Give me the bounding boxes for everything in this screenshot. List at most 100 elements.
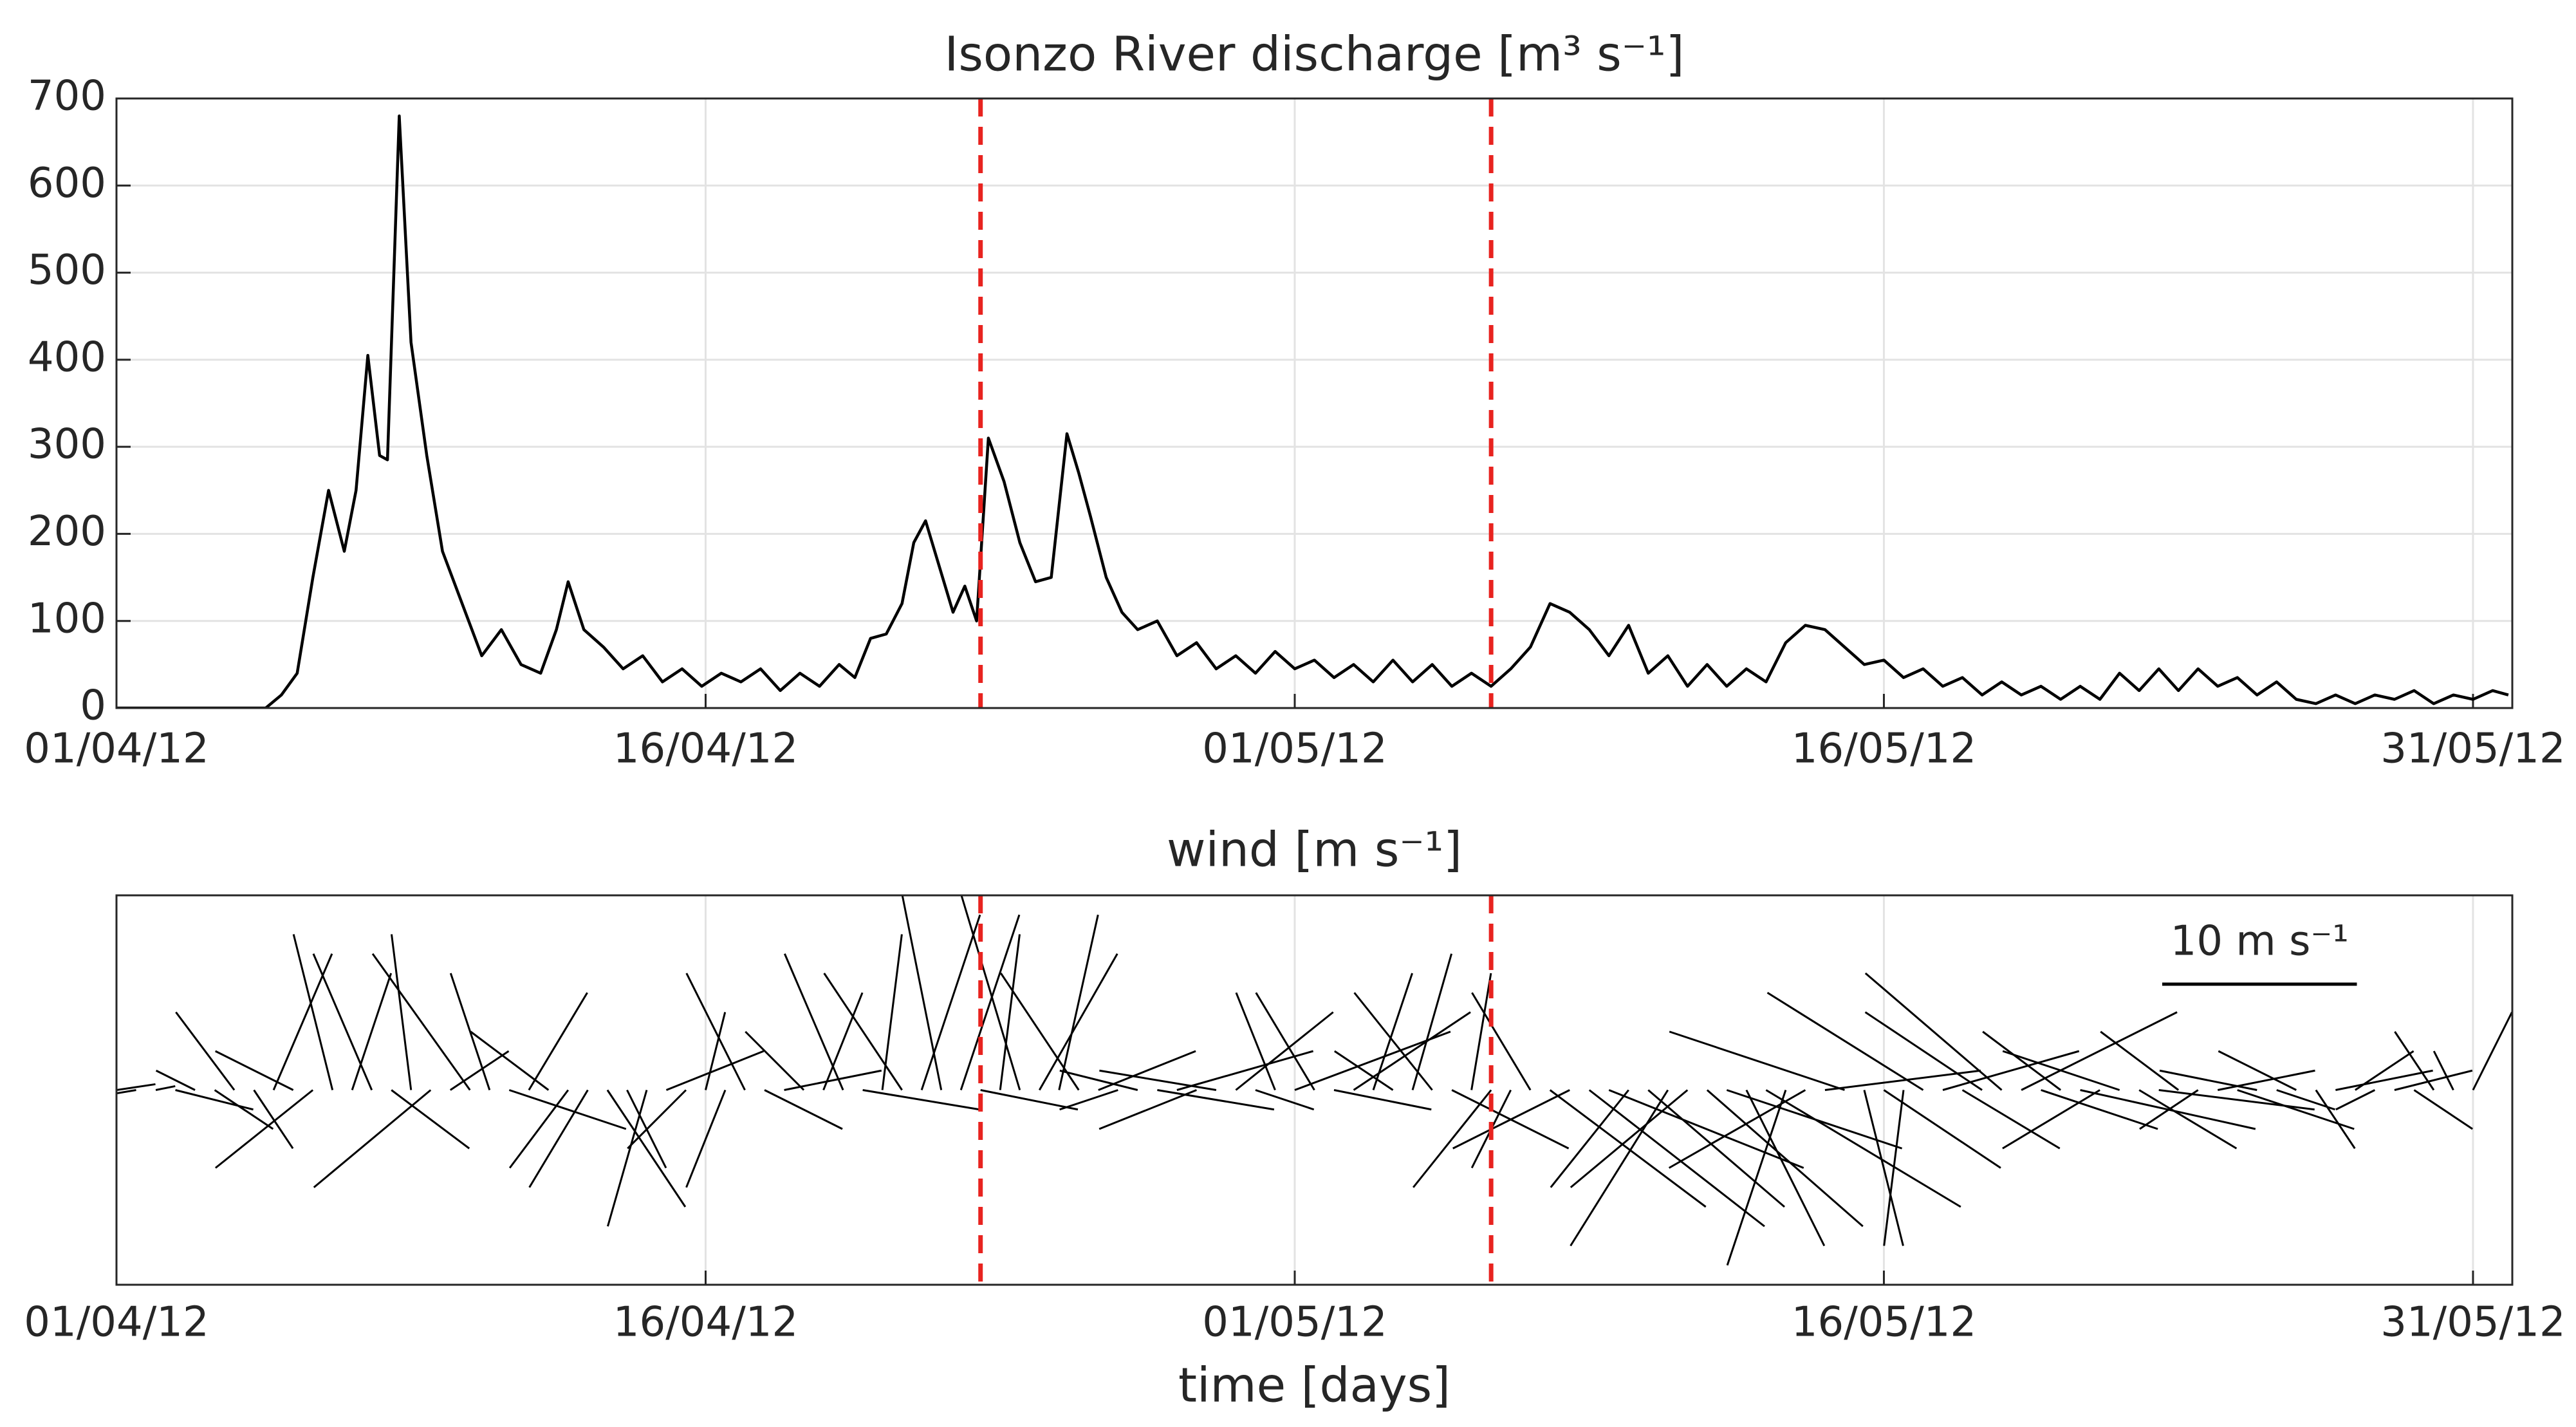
wind-stick (2100, 1031, 2180, 1091)
wind-stick (351, 973, 393, 1090)
wind-stick (2394, 1069, 2473, 1091)
wind-stick (1883, 1090, 1905, 1246)
wind-stick (1766, 991, 1924, 1091)
wind-stick (1412, 1089, 1492, 1188)
x-axis-label: time [days] (1178, 1358, 1450, 1413)
wind-stick (371, 953, 471, 1091)
wind-stick (1647, 1089, 1786, 1208)
wind-stick (665, 1050, 764, 1091)
x-tick-label: 16/04/12 (613, 1299, 798, 1347)
wind-stick (2159, 1069, 2257, 1091)
wind-stick (312, 953, 373, 1091)
panel-title: wind [m s⁻¹] (1167, 823, 1462, 878)
wind-stick (1235, 1011, 1334, 1091)
wind-stick (999, 934, 1021, 1090)
sticks (116, 895, 2512, 1266)
wind-stick (1235, 992, 1276, 1091)
wind-stick (2041, 1089, 2158, 1130)
wind-stick (1942, 1050, 2080, 1091)
y-tick-label: 500 (28, 247, 106, 294)
y-tick-label: 0 (80, 682, 106, 730)
wind-stick (2432, 1050, 2454, 1091)
wind-stick (1550, 1089, 1629, 1188)
wind-stick (214, 1050, 294, 1091)
wind-stick (764, 1089, 843, 1130)
wind-stick (2315, 1089, 2356, 1150)
wind-stick (155, 1069, 196, 1091)
wind-stick (2002, 1050, 2120, 1091)
wind-stick (292, 934, 334, 1090)
wind-stick (980, 1089, 1079, 1111)
wind-stick (1824, 1069, 1981, 1091)
wind-stick (705, 1012, 727, 1090)
panel: Isonzo River discharge [m³ s⁻¹] 01/04/12 1… (24, 27, 2565, 773)
x-tick-label: 16/04/12 (613, 725, 798, 773)
wind-stick (1333, 1050, 1394, 1091)
wind-stick (2472, 1011, 2512, 1091)
wind-stick (1570, 1089, 1669, 1247)
wind-stick (1099, 1069, 1217, 1091)
wind-stick (528, 992, 588, 1091)
wind-stick (2138, 1089, 2238, 1150)
x-tick-label: 01/04/12 (24, 1299, 208, 1347)
wind-stick (1706, 1089, 1864, 1227)
x-tick-label: 31/05/12 (2380, 725, 2565, 773)
wind-stick (2335, 1089, 2376, 1111)
wind-stick (1294, 1031, 1451, 1091)
wind-stick (1883, 1089, 2001, 1169)
wind-stick (823, 973, 903, 1091)
y-tick-label: 700 (28, 73, 106, 120)
wind-stick (508, 1089, 627, 1130)
y-tick-label: 400 (28, 333, 106, 381)
wind-stick (1864, 1011, 1983, 1091)
wind-stick (1176, 1050, 1314, 1091)
wind-stick (391, 934, 412, 1090)
wind-stick (214, 1089, 314, 1169)
wind-stick (959, 914, 1021, 1090)
wind-stick (1058, 914, 1099, 1090)
wind-stick (2002, 1089, 2100, 1150)
wind-stick (1000, 973, 1080, 1091)
wind-stick (1255, 1089, 1315, 1111)
wind-stick (960, 895, 1021, 1090)
wind-stick (685, 1089, 727, 1188)
wind-stick (449, 1050, 510, 1091)
wind-stick (745, 1031, 805, 1091)
wind-stick (2335, 1069, 2433, 1091)
axes-frame (115, 97, 2514, 709)
x-tick-label: 01/05/12 (1202, 1299, 1387, 1347)
wind-stick (822, 992, 864, 1091)
wind-stick (1864, 972, 2003, 1091)
wind-stick (1059, 1069, 1138, 1091)
wind-stick (627, 1089, 687, 1150)
panel: wind [m s⁻¹] 01/04/12 16/04/12 01/05/12 16/0… (24, 823, 2565, 1413)
wind-stick (528, 1089, 589, 1188)
wind-stick (313, 1089, 432, 1188)
wind-stick (783, 953, 844, 1091)
x-tick-label: 16/05/12 (1792, 1299, 1976, 1347)
wind-stick (607, 1090, 648, 1227)
wind-stick (1038, 953, 1118, 1091)
wind-stick (2237, 1089, 2355, 1130)
wind-stick (2355, 1050, 2414, 1091)
wind-stick (1411, 953, 1453, 1090)
wind-stick (1333, 1089, 1432, 1111)
y-tick-label: 300 (28, 421, 106, 469)
x-tick-label: 01/05/12 (1202, 725, 1387, 773)
wind-stick (862, 1089, 980, 1111)
wind-stick (1157, 1089, 1275, 1111)
wind-stick (1608, 1089, 1804, 1169)
wind-stick (1669, 1031, 1845, 1091)
wind-stick (2218, 1050, 2297, 1091)
wind-stick (1668, 1089, 1806, 1169)
wind-stick (155, 1085, 176, 1091)
wind-stick (1353, 992, 1433, 1091)
x-tick-label: 01/04/12 (24, 725, 208, 773)
wind-stick (116, 1089, 136, 1095)
wind-stick (1255, 992, 1315, 1091)
y-tick-label: 200 (28, 508, 106, 555)
wind-stick (391, 1089, 470, 1150)
